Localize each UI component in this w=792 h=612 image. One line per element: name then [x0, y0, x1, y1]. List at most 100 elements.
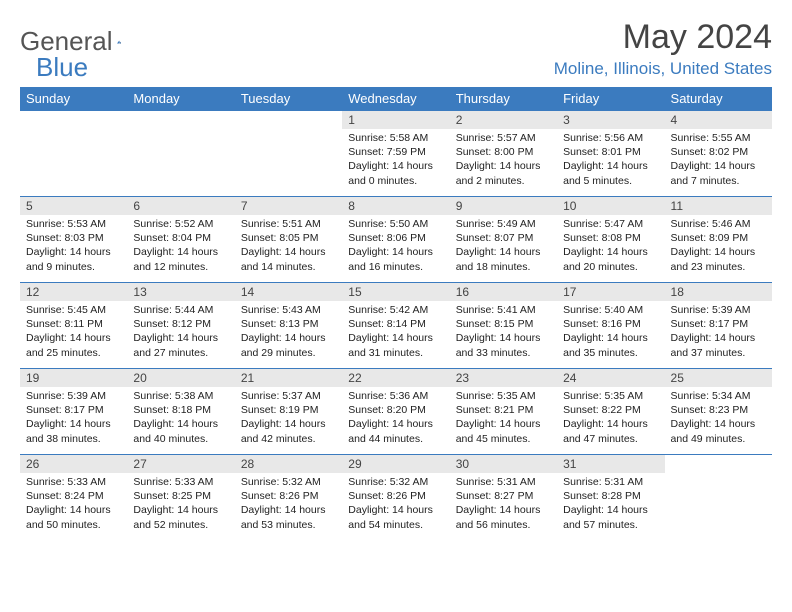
daylight-text: Daylight: 14 hours and 37 minutes.: [671, 331, 766, 359]
daylight-text: Daylight: 14 hours and 45 minutes.: [456, 417, 551, 445]
weekday-sunday: Sunday: [20, 87, 127, 111]
day-content: Sunrise: 5:56 AMSunset: 8:01 PMDaylight:…: [557, 129, 664, 192]
sunset-text: Sunset: 8:11 PM: [26, 317, 121, 331]
daylight-text: Daylight: 14 hours and 27 minutes.: [133, 331, 228, 359]
daylight-text: Daylight: 14 hours and 2 minutes.: [456, 159, 551, 187]
day-content: Sunrise: 5:41 AMSunset: 8:15 PMDaylight:…: [450, 301, 557, 364]
daylight-text: Daylight: 14 hours and 14 minutes.: [241, 245, 336, 273]
daylight-text: Daylight: 14 hours and 12 minutes.: [133, 245, 228, 273]
day-number: 14: [235, 283, 342, 301]
sunrise-text: Sunrise: 5:52 AM: [133, 217, 228, 231]
day-content: Sunrise: 5:32 AMSunset: 8:26 PMDaylight:…: [342, 473, 449, 536]
calendar-cell: 26Sunrise: 5:33 AMSunset: 8:24 PMDayligh…: [20, 455, 127, 541]
calendar-cell: 7Sunrise: 5:51 AMSunset: 8:05 PMDaylight…: [235, 197, 342, 283]
sunrise-text: Sunrise: 5:43 AM: [241, 303, 336, 317]
day-content: Sunrise: 5:33 AMSunset: 8:25 PMDaylight:…: [127, 473, 234, 536]
day-number: 17: [557, 283, 664, 301]
daylight-text: Daylight: 14 hours and 23 minutes.: [671, 245, 766, 273]
sunrise-text: Sunrise: 5:46 AM: [671, 217, 766, 231]
weekday-saturday: Saturday: [665, 87, 772, 111]
sunset-text: Sunset: 8:06 PM: [348, 231, 443, 245]
calendar-cell: 9Sunrise: 5:49 AMSunset: 8:07 PMDaylight…: [450, 197, 557, 283]
calendar-cell: 25Sunrise: 5:34 AMSunset: 8:23 PMDayligh…: [665, 369, 772, 455]
calendar-body: 1Sunrise: 5:58 AMSunset: 7:59 PMDaylight…: [20, 111, 772, 541]
sunset-text: Sunset: 8:03 PM: [26, 231, 121, 245]
calendar-cell: [20, 111, 127, 197]
weekday-monday: Monday: [127, 87, 234, 111]
day-number: 8: [342, 197, 449, 215]
daylight-text: Daylight: 14 hours and 47 minutes.: [563, 417, 658, 445]
day-number: 12: [20, 283, 127, 301]
day-content: Sunrise: 5:40 AMSunset: 8:16 PMDaylight:…: [557, 301, 664, 364]
daylight-text: Daylight: 14 hours and 9 minutes.: [26, 245, 121, 273]
day-number: [665, 455, 772, 473]
sunrise-text: Sunrise: 5:39 AM: [671, 303, 766, 317]
day-content: Sunrise: 5:35 AMSunset: 8:22 PMDaylight:…: [557, 387, 664, 450]
day-content: Sunrise: 5:43 AMSunset: 8:13 PMDaylight:…: [235, 301, 342, 364]
day-number: [127, 111, 234, 129]
day-number: 24: [557, 369, 664, 387]
day-content: Sunrise: 5:51 AMSunset: 8:05 PMDaylight:…: [235, 215, 342, 278]
day-content: Sunrise: 5:46 AMSunset: 8:09 PMDaylight:…: [665, 215, 772, 278]
sunset-text: Sunset: 8:27 PM: [456, 489, 551, 503]
day-content: Sunrise: 5:35 AMSunset: 8:21 PMDaylight:…: [450, 387, 557, 450]
sunset-text: Sunset: 8:26 PM: [348, 489, 443, 503]
daylight-text: Daylight: 14 hours and 52 minutes.: [133, 503, 228, 531]
weekday-wednesday: Wednesday: [342, 87, 449, 111]
day-number: 7: [235, 197, 342, 215]
sunrise-text: Sunrise: 5:34 AM: [671, 389, 766, 403]
sunset-text: Sunset: 8:26 PM: [241, 489, 336, 503]
sunrise-text: Sunrise: 5:44 AM: [133, 303, 228, 317]
daylight-text: Daylight: 14 hours and 40 minutes.: [133, 417, 228, 445]
sunrise-text: Sunrise: 5:56 AM: [563, 131, 658, 145]
day-number: [20, 111, 127, 129]
day-content: Sunrise: 5:49 AMSunset: 8:07 PMDaylight:…: [450, 215, 557, 278]
sunset-text: Sunset: 8:01 PM: [563, 145, 658, 159]
calendar-cell: 21Sunrise: 5:37 AMSunset: 8:19 PMDayligh…: [235, 369, 342, 455]
sunset-text: Sunset: 8:28 PM: [563, 489, 658, 503]
calendar-cell: 5Sunrise: 5:53 AMSunset: 8:03 PMDaylight…: [20, 197, 127, 283]
day-number: 25: [665, 369, 772, 387]
sunset-text: Sunset: 8:09 PM: [671, 231, 766, 245]
day-content: Sunrise: 5:36 AMSunset: 8:20 PMDaylight:…: [342, 387, 449, 450]
calendar-cell: 6Sunrise: 5:52 AMSunset: 8:04 PMDaylight…: [127, 197, 234, 283]
calendar-table: Sunday Monday Tuesday Wednesday Thursday…: [20, 87, 772, 541]
day-content: [235, 129, 342, 135]
calendar-cell: 4Sunrise: 5:55 AMSunset: 8:02 PMDaylight…: [665, 111, 772, 197]
calendar-cell: 10Sunrise: 5:47 AMSunset: 8:08 PMDayligh…: [557, 197, 664, 283]
day-number: [235, 111, 342, 129]
calendar-cell: 20Sunrise: 5:38 AMSunset: 8:18 PMDayligh…: [127, 369, 234, 455]
day-number: 13: [127, 283, 234, 301]
calendar-cell: 16Sunrise: 5:41 AMSunset: 8:15 PMDayligh…: [450, 283, 557, 369]
logo-text-blue: Blue: [36, 52, 88, 82]
calendar-cell: 30Sunrise: 5:31 AMSunset: 8:27 PMDayligh…: [450, 455, 557, 541]
day-number: 27: [127, 455, 234, 473]
day-number: 21: [235, 369, 342, 387]
day-number: 10: [557, 197, 664, 215]
sunrise-text: Sunrise: 5:33 AM: [133, 475, 228, 489]
calendar-cell: 2Sunrise: 5:57 AMSunset: 8:00 PMDaylight…: [450, 111, 557, 197]
daylight-text: Daylight: 14 hours and 42 minutes.: [241, 417, 336, 445]
day-number: 1: [342, 111, 449, 129]
sunrise-text: Sunrise: 5:39 AM: [26, 389, 121, 403]
day-number: 26: [20, 455, 127, 473]
daylight-text: Daylight: 14 hours and 44 minutes.: [348, 417, 443, 445]
sunset-text: Sunset: 8:05 PM: [241, 231, 336, 245]
sunset-text: Sunset: 8:04 PM: [133, 231, 228, 245]
day-content: Sunrise: 5:39 AMSunset: 8:17 PMDaylight:…: [665, 301, 772, 364]
day-content: Sunrise: 5:55 AMSunset: 8:02 PMDaylight:…: [665, 129, 772, 192]
daylight-text: Daylight: 14 hours and 35 minutes.: [563, 331, 658, 359]
day-content: Sunrise: 5:57 AMSunset: 8:00 PMDaylight:…: [450, 129, 557, 192]
sunrise-text: Sunrise: 5:55 AM: [671, 131, 766, 145]
day-number: 4: [665, 111, 772, 129]
sunset-text: Sunset: 8:24 PM: [26, 489, 121, 503]
weekday-tuesday: Tuesday: [235, 87, 342, 111]
sunrise-text: Sunrise: 5:31 AM: [456, 475, 551, 489]
sunset-text: Sunset: 8:00 PM: [456, 145, 551, 159]
calendar-cell: 11Sunrise: 5:46 AMSunset: 8:09 PMDayligh…: [665, 197, 772, 283]
sunrise-text: Sunrise: 5:35 AM: [456, 389, 551, 403]
sunset-text: Sunset: 8:17 PM: [671, 317, 766, 331]
sunrise-text: Sunrise: 5:32 AM: [241, 475, 336, 489]
sunset-text: Sunset: 8:19 PM: [241, 403, 336, 417]
day-content: Sunrise: 5:42 AMSunset: 8:14 PMDaylight:…: [342, 301, 449, 364]
